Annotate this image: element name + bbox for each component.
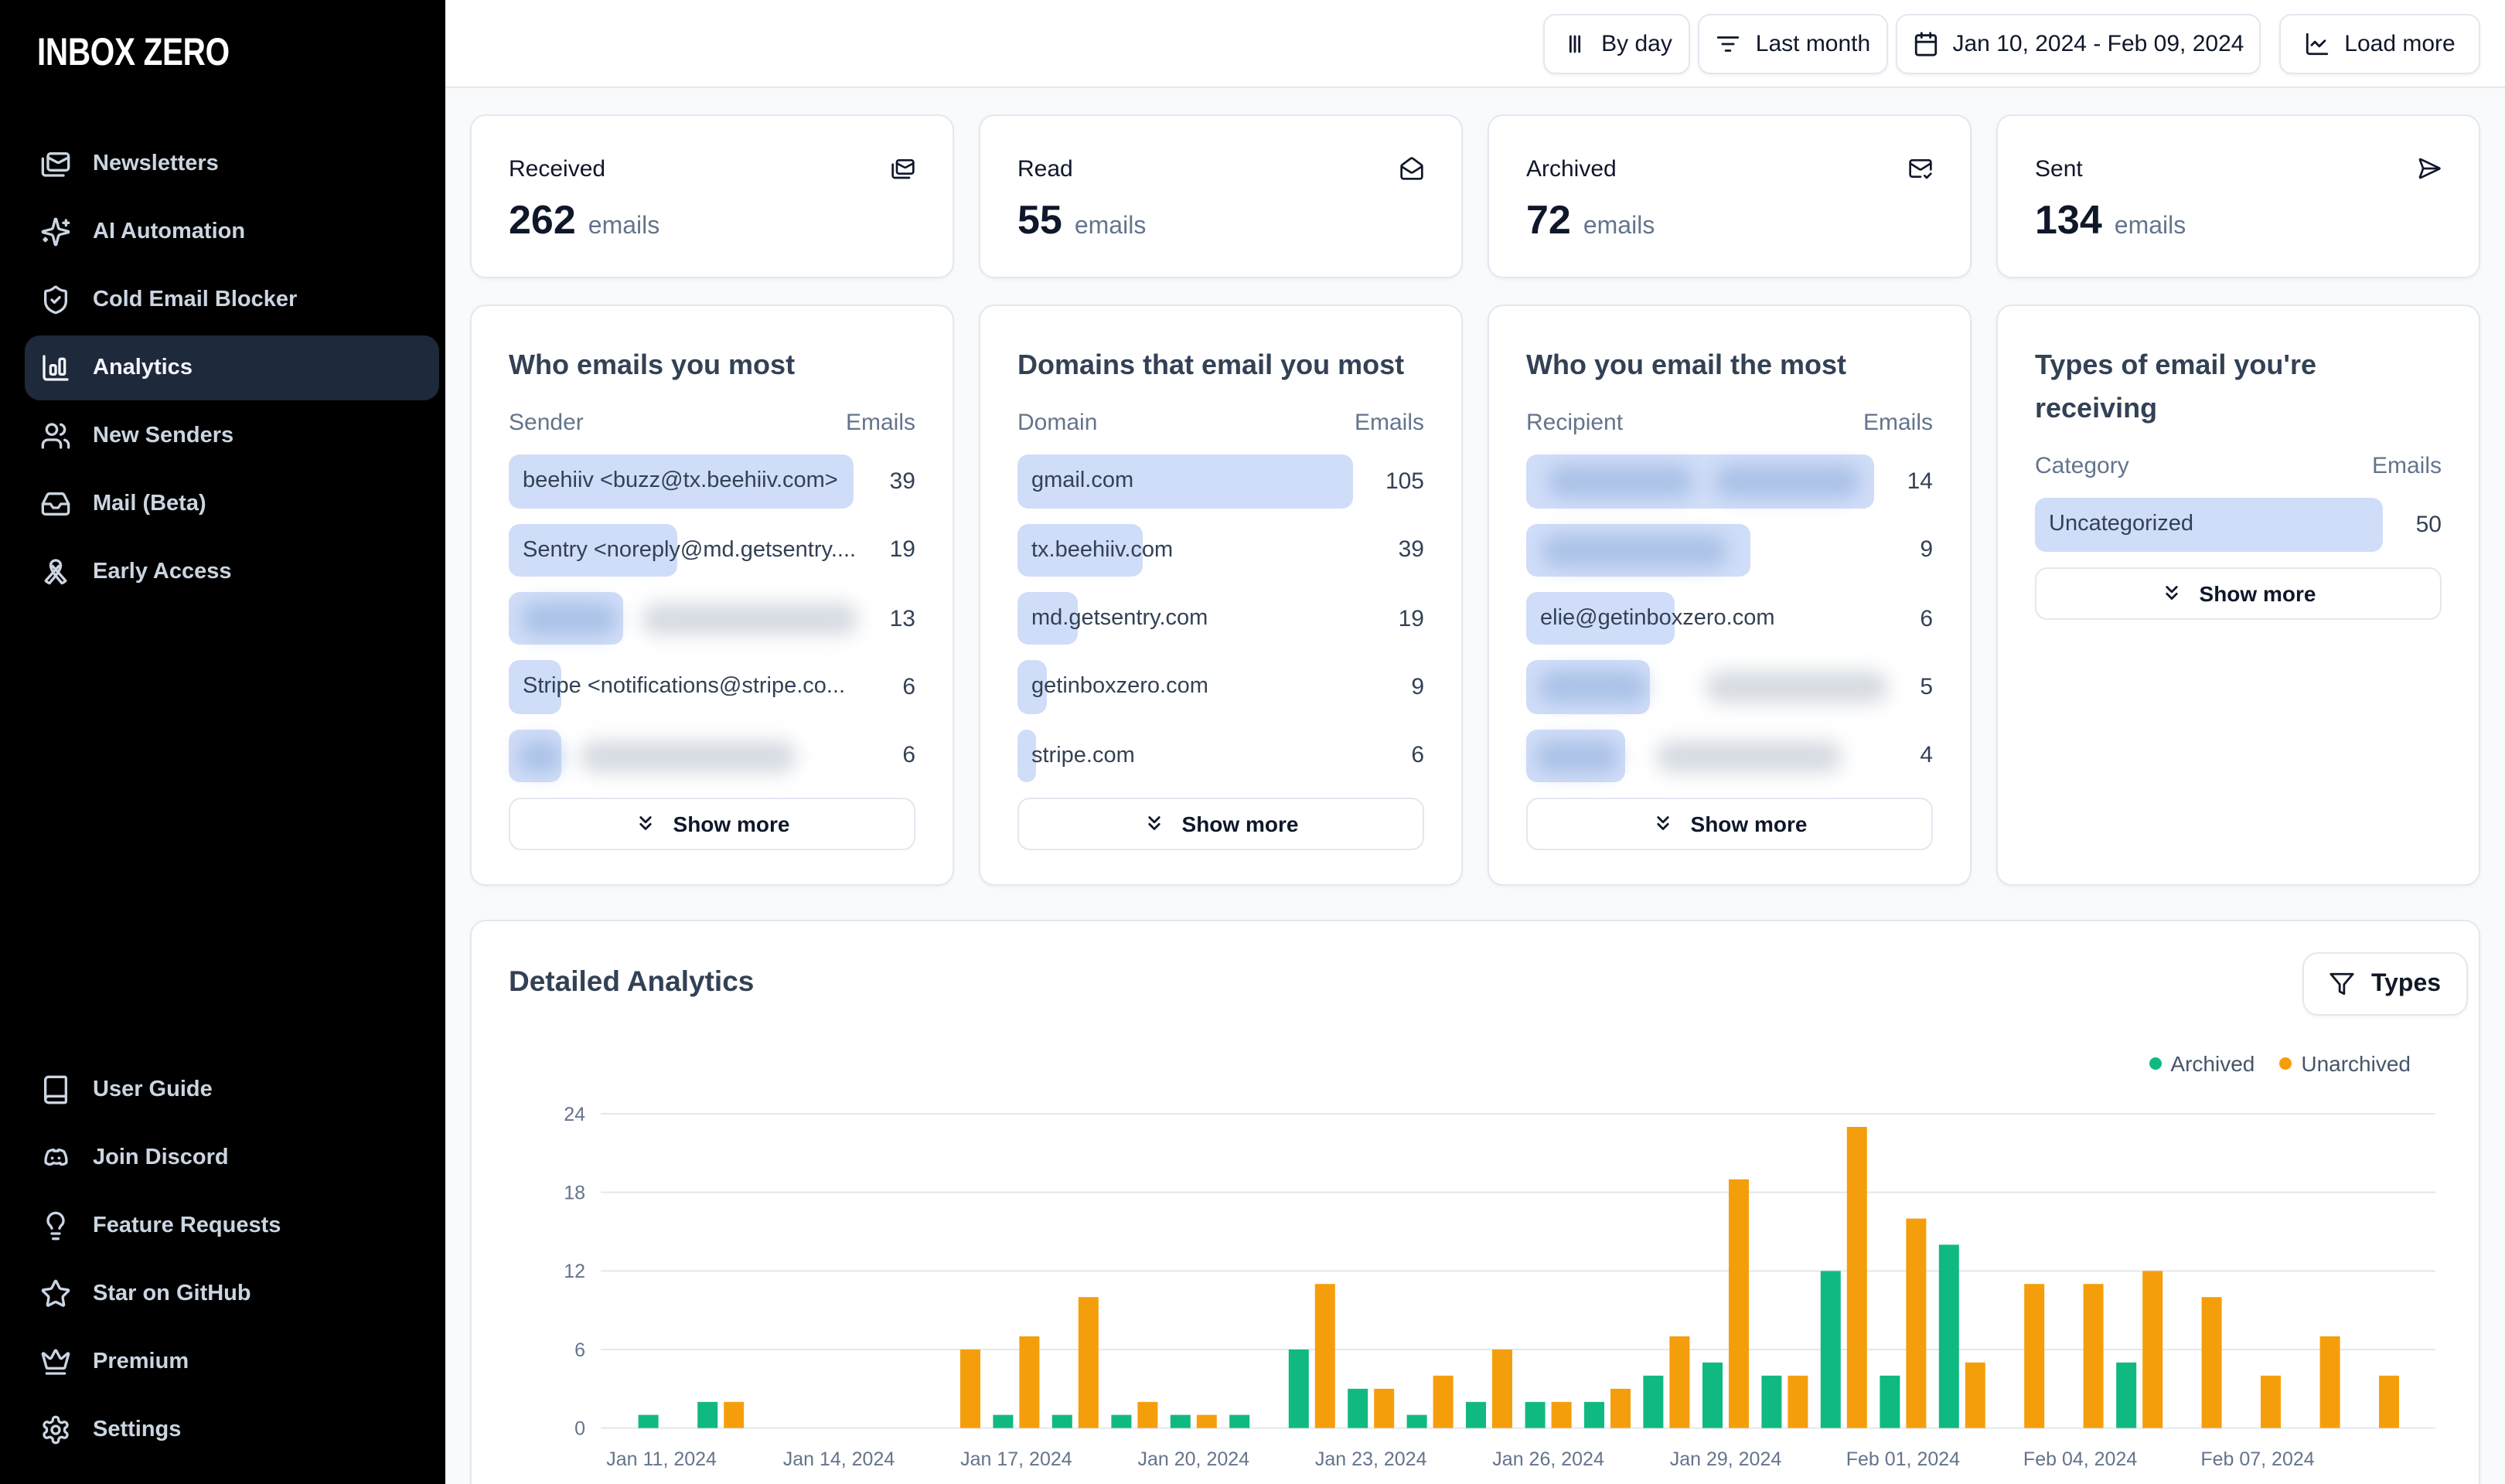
svg-text:Feb 04, 2024: Feb 04, 2024 bbox=[2023, 1448, 2137, 1470]
svg-text:Jan 14, 2024: Jan 14, 2024 bbox=[783, 1448, 895, 1470]
svg-text:Jan 26, 2024: Jan 26, 2024 bbox=[1492, 1448, 1604, 1470]
svg-text:12: 12 bbox=[564, 1261, 585, 1282]
svg-text:0: 0 bbox=[574, 1418, 585, 1439]
svg-text:Jan 11, 2024: Jan 11, 2024 bbox=[606, 1448, 717, 1470]
svg-text:Jan 29, 2024: Jan 29, 2024 bbox=[1670, 1448, 1782, 1470]
svg-text:18: 18 bbox=[564, 1182, 585, 1203]
svg-text:Jan 23, 2024: Jan 23, 2024 bbox=[1315, 1448, 1427, 1470]
svg-text:Jan 20, 2024: Jan 20, 2024 bbox=[1138, 1448, 1250, 1470]
svg-text:24: 24 bbox=[564, 1104, 585, 1125]
svg-text:Jan 17, 2024: Jan 17, 2024 bbox=[960, 1448, 1072, 1470]
svg-text:Feb 07, 2024: Feb 07, 2024 bbox=[2200, 1448, 2314, 1470]
svg-text:6: 6 bbox=[574, 1339, 585, 1361]
svg-text:Feb 01, 2024: Feb 01, 2024 bbox=[1846, 1448, 1960, 1470]
